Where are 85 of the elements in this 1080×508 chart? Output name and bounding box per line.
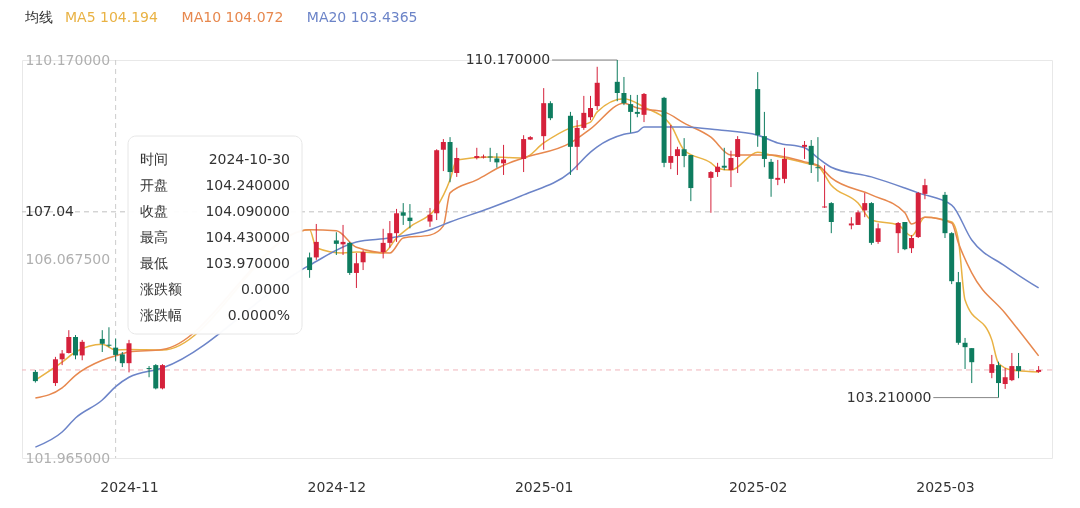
candlestick: [708, 170, 714, 214]
candlestick: [440, 138, 446, 172]
candlestick: [79, 339, 85, 361]
candlestick: [113, 337, 119, 362]
annotation: 0.0000: [241, 281, 290, 297]
candlestick: [962, 337, 968, 370]
candlestick: [875, 222, 881, 245]
candlestick: [387, 220, 393, 249]
candlestick: [614, 59, 620, 102]
annotation: 涨跌幅: [140, 307, 182, 323]
candlestick: [394, 208, 400, 243]
annotation: 2024-10-30: [208, 151, 290, 167]
annotation: 0.0000%: [227, 307, 290, 323]
x-tick-label: 2024-11: [100, 478, 159, 495]
candlestick: [400, 202, 406, 226]
annotation: 最低: [140, 255, 168, 271]
annotation: 时间: [140, 151, 168, 167]
ref-line-label: 107.04: [25, 202, 75, 219]
candlestick: [588, 95, 594, 121]
candlestick: [380, 228, 386, 259]
x-tick-label: 2025-02: [728, 478, 788, 495]
candlestick: [333, 231, 339, 256]
x-tick-label: 2025-03: [916, 478, 975, 495]
candlestick: [862, 192, 868, 218]
candlestick: [735, 135, 741, 174]
annotation: 涨跌额: [140, 281, 182, 297]
x-tick-label: 2025-01: [514, 478, 574, 495]
candlestick: [126, 339, 132, 373]
candlestick: [808, 139, 814, 174]
candlestick: [641, 92, 647, 123]
y-tick-label: 106.067500: [25, 250, 111, 267]
candlestick: [628, 94, 634, 134]
candlestick: [427, 207, 433, 228]
candlestick: [574, 119, 580, 171]
annotation: 104.430000: [205, 229, 290, 245]
annotation: 104.240000: [205, 177, 290, 193]
candlestick: [822, 164, 828, 209]
candlestick: [668, 124, 674, 170]
annotation: 收盘: [140, 203, 168, 219]
candlestick: [761, 111, 767, 168]
candlestick: [521, 134, 527, 173]
annotation: 最高: [140, 229, 168, 245]
candlestick: [99, 329, 105, 353]
annotation: 104.090000: [205, 203, 290, 219]
candlestick: [634, 94, 640, 118]
candlestick: [106, 326, 112, 348]
annotation: 103.210000: [846, 388, 932, 405]
candlestick: [728, 150, 734, 188]
candlestick: [815, 136, 821, 183]
annotation: 110.170000: [465, 51, 551, 67]
candlestick: [594, 66, 600, 111]
annotation: 103.970000: [205, 255, 290, 271]
y-tick-label: 110.170000: [25, 51, 111, 68]
text: MA10 104.072: [181, 9, 284, 25]
candlestick: [501, 144, 507, 176]
candlestick: [674, 146, 680, 176]
candlestick: [581, 95, 587, 131]
candlestick: [307, 252, 313, 279]
candlestick: [454, 147, 460, 178]
candlestick: [73, 334, 79, 360]
candlestick: [895, 221, 901, 254]
candlestick: [969, 347, 975, 384]
x-tick-label: 2024-12: [307, 478, 367, 495]
candlestick: [775, 159, 781, 186]
candlestick: [621, 76, 627, 106]
candlestick: [781, 147, 787, 184]
candlestick: [353, 252, 359, 289]
legend-title: 均线: [24, 9, 53, 25]
candlestick: [721, 147, 727, 171]
candlestick: [768, 158, 774, 198]
candlestick: [828, 201, 834, 234]
candlestick: [59, 349, 65, 366]
text: MA5 104.194: [65, 9, 158, 25]
candlestick: [360, 249, 366, 271]
candlestick: [494, 152, 500, 169]
annotation: 开盘: [140, 177, 168, 193]
candlestick: [995, 361, 1001, 399]
candlestick: [1016, 352, 1022, 379]
y-tick-label: 101.965000: [25, 449, 111, 466]
candlestick: [313, 223, 319, 261]
candlestick: [547, 100, 553, 121]
candlestick: [52, 356, 58, 387]
text: MA20 103.4365: [306, 9, 418, 25]
candlestick: [159, 363, 165, 390]
candlestick: [989, 354, 995, 379]
